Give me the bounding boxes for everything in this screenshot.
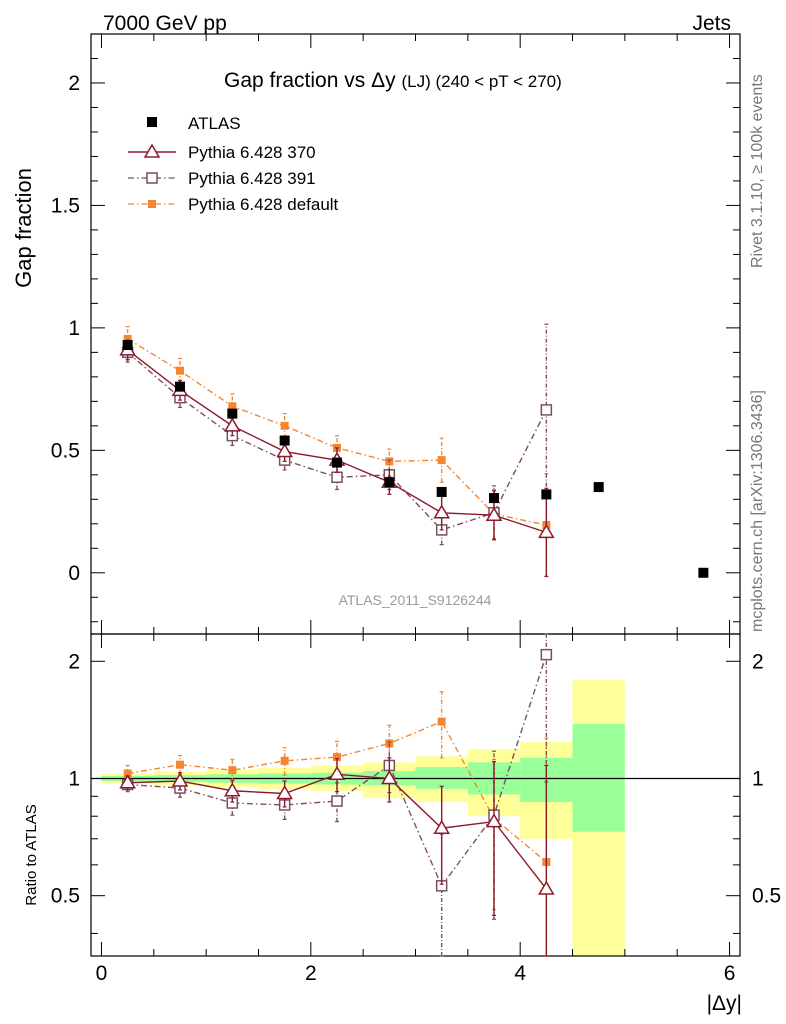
- legend-marker-atlas: [147, 117, 157, 127]
- ratio-point-py391: [331, 795, 343, 807]
- main-line-pydef: [127, 338, 547, 526]
- ratio-point-pydef: [385, 739, 394, 748]
- ratio-point-pydef: [332, 753, 341, 762]
- main-point-py391: [331, 471, 343, 484]
- ratio-point-py370: [119, 774, 136, 789]
- legend-label-atlas: ATLAS: [188, 114, 241, 133]
- main-point-atlas: [541, 489, 552, 500]
- ratio-point-py370: [433, 819, 450, 835]
- source-label: mcplots.cern.ch [arXiv:1306.3436]: [749, 390, 766, 632]
- xtick-label: 4: [514, 962, 526, 985]
- ytick-label: 1.5: [51, 194, 80, 217]
- band-green-9: [572, 724, 625, 832]
- legend-label-pydef: Pythia 6.428 default: [188, 195, 339, 214]
- main-point-py370: [224, 417, 241, 432]
- main-point-atlas: [331, 457, 342, 468]
- ratio-point-pydef: [175, 760, 184, 769]
- ratio-ytick-label-left: 0.5: [51, 885, 80, 908]
- main-point-atlas: [174, 381, 185, 392]
- main-point-pydef: [123, 334, 132, 343]
- main-point-pydef: [175, 366, 184, 375]
- main-point-atlas: [593, 482, 604, 493]
- ratio-point-pydef: [228, 766, 237, 775]
- xtick-label: 6: [724, 962, 736, 985]
- main-point-pydef: [228, 402, 237, 411]
- ratio-point-py370: [381, 769, 398, 785]
- legend-marker-py391: [146, 172, 158, 184]
- ytick-label: 2: [68, 72, 80, 95]
- ratio-point-py370: [538, 880, 555, 895]
- process-label: Jets: [692, 12, 731, 35]
- main-point-atlas: [227, 408, 238, 419]
- ratio-ytick-label-right: 1: [752, 767, 764, 790]
- main-point-atlas: [489, 493, 500, 504]
- ratio-ytick-label-right: 0.5: [752, 885, 781, 908]
- main-point-py370: [485, 506, 503, 521]
- legend-marker-pydef: [148, 200, 156, 208]
- ratio-point-pydef: [280, 756, 289, 765]
- xtick-label: 2: [305, 962, 317, 985]
- ratio-panel-series: [119, 633, 555, 957]
- legend-label-py370: Pythia 6.428 370: [188, 143, 316, 162]
- main-point-py370: [276, 443, 293, 458]
- ytick-label: 0.5: [51, 439, 80, 462]
- ratio-line-pydef: [127, 720, 547, 863]
- analysis-watermark: ATLAS_2011_S9126244: [339, 592, 492, 608]
- chart-title-sub: (LJ) (240 < pT < 270): [401, 72, 561, 91]
- ratio-point-pydef: [437, 717, 446, 726]
- main-panel-series: [119, 323, 709, 578]
- ratio-point-py370: [328, 765, 346, 781]
- main-point-atlas: [279, 435, 290, 446]
- ytick-label: 0: [68, 562, 80, 585]
- legend-marker-py370: [143, 143, 161, 158]
- ratio-point-py370: [171, 772, 189, 787]
- ratio-point-py370: [276, 785, 293, 800]
- ratio-panel-axes: 0 2 4 6 0.5 0.5 1 1 2 2: [51, 633, 781, 985]
- ratio-ytick-label-right: 2: [752, 650, 764, 673]
- main-point-pydef: [437, 456, 446, 465]
- main-ylabel: Gap fraction: [11, 168, 36, 288]
- ratio-ytick-label-left: 1: [68, 767, 80, 790]
- main-point-atlas: [698, 567, 709, 578]
- main-point-py370: [538, 523, 555, 539]
- main-point-py391: [540, 404, 553, 416]
- xtick-label: 0: [96, 962, 108, 985]
- energy-label: 7000 GeV pp: [103, 12, 227, 35]
- ratio-ylabel: Ratio to ATLAS: [23, 804, 40, 905]
- main-point-py370: [433, 504, 450, 519]
- ratio-point-py370: [485, 813, 503, 828]
- ratio-ytick-label-left: 2: [68, 650, 80, 673]
- main-point-atlas: [436, 486, 447, 497]
- ratio-point-py391: [540, 648, 553, 661]
- ytick-label: 1: [68, 317, 80, 340]
- rivet-label: Rivet 3.1.10, ≥ 100k events: [749, 74, 766, 268]
- ratio-point-pydef: [123, 769, 132, 778]
- main-point-pydef: [280, 421, 289, 430]
- ratio-point-py370: [224, 782, 241, 797]
- chart-title-delta: Δy: [371, 69, 396, 92]
- legend: ATLAS Pythia 6.428 370 Pythia 6.428 391 …: [128, 114, 339, 214]
- legend-label-py391: Pythia 6.428 391: [188, 169, 316, 188]
- chart-title: Gap fraction vs Δy (LJ) (240 < pT < 270): [224, 69, 562, 92]
- ratio-xlabel: |Δy|: [707, 992, 742, 1015]
- main-point-atlas: [384, 477, 395, 488]
- main-point-atlas: [122, 340, 133, 351]
- chart-title-main: Gap fraction vs: [224, 69, 365, 92]
